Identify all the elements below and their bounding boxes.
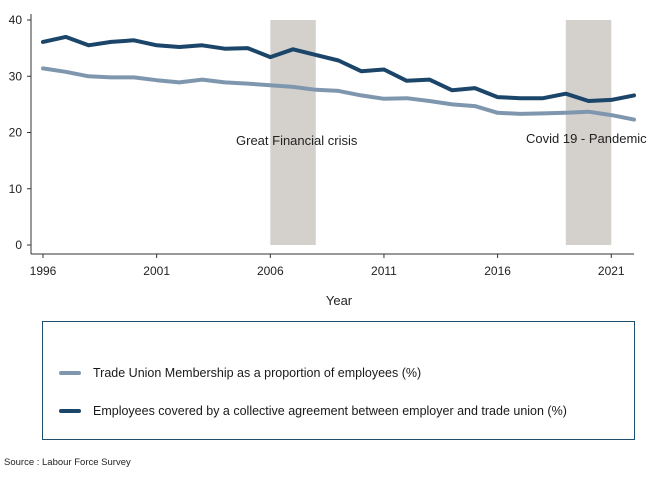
band-label-0: Great Financial crisis	[236, 133, 358, 148]
source-note: Source : Labour Force Survey	[4, 457, 131, 468]
x-tick-label-2001: 2001	[143, 264, 170, 278]
legend: Trade Union Membership as a proportion o…	[42, 321, 635, 440]
legend-item-membership: Trade Union Membership as a proportion o…	[59, 366, 421, 380]
band-labels: Great Financial crisis Covid 19 - Pandemi…	[236, 131, 647, 148]
x-tick-label-1996: 1996	[30, 264, 57, 278]
band-label-1: Covid 19 - Pandemic	[526, 131, 647, 146]
x-tick-label-2021: 2021	[598, 264, 625, 278]
y-tick-label-10: 10	[9, 182, 23, 196]
band-1	[565, 20, 612, 245]
y-tick-label-30: 30	[9, 69, 23, 83]
legend-swatch-membership	[59, 371, 81, 375]
y-tick-label-20: 20	[9, 126, 23, 140]
band-0	[270, 20, 316, 245]
legend-label-coverage: Employees covered by a collective agreem…	[93, 404, 567, 418]
y-tick-label-40: 40	[9, 13, 23, 27]
x-tick-label-2006: 2006	[257, 264, 284, 278]
x-tick-label-2016: 2016	[484, 264, 511, 278]
legend-swatch-coverage	[59, 409, 81, 413]
series-lines	[41, 34, 636, 122]
x-tick-label-2011: 2011	[371, 264, 397, 278]
line-chart: 0 10 20 30 40 1996 2001 2006 2011 2016 2021 Year Gr…	[9, 13, 648, 308]
series-line-1	[41, 34, 636, 103]
legend-label-membership: Trade Union Membership as a proportion o…	[93, 366, 422, 380]
x-axis-title: Year	[326, 293, 353, 308]
axes: 0 10 20 30 40 1996 2001 2006 2011 2016 2021 Year	[9, 13, 634, 308]
y-tick-label-0: 0	[15, 238, 22, 252]
series-line-0	[41, 66, 636, 122]
shaded-periods	[270, 20, 612, 245]
legend-item-coverage: Employees covered by a collective agreem…	[59, 404, 567, 418]
